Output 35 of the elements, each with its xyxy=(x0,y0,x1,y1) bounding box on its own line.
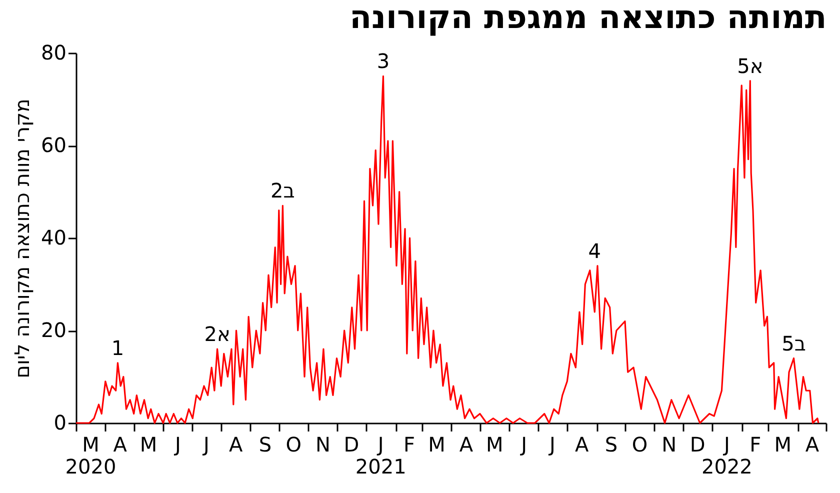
x-tick-label: S xyxy=(258,432,272,456)
annotation: 2א xyxy=(204,322,230,346)
x-tick-label: A xyxy=(575,432,590,456)
x-tick-label: M xyxy=(140,432,158,456)
y-tick-label: 40 xyxy=(41,226,66,250)
annotation: 2ב xyxy=(270,178,295,203)
annotation: 3 xyxy=(376,49,390,74)
annotation: 5ב xyxy=(782,331,806,356)
x-tick-label: S xyxy=(604,432,618,456)
line-series xyxy=(75,75,820,424)
x-tick-label: A xyxy=(228,432,243,456)
y-tick-label: 60 xyxy=(41,133,66,157)
x-tick-label: J xyxy=(173,432,181,456)
x-tick-label: O xyxy=(632,432,648,456)
x-tick-label: M xyxy=(774,432,792,456)
x-tick-label: A xyxy=(459,432,474,456)
annotation: 5א xyxy=(737,54,764,78)
x-tick-label: J xyxy=(201,432,210,456)
x-tick-label: N xyxy=(662,432,677,456)
x-tick-label: A xyxy=(805,432,820,456)
annotation: 1 xyxy=(111,336,124,360)
x-tick-label: F xyxy=(750,432,762,456)
y-tick-label: 20 xyxy=(41,318,66,342)
x-tick-label: O xyxy=(286,432,302,456)
annotation: 4 xyxy=(588,238,602,263)
x-tick-label: N xyxy=(316,432,331,456)
chart-title: תמותה כתוצאה ממגפת הקורונה xyxy=(350,0,827,36)
x-tick-label: M xyxy=(486,432,504,456)
x-tick-label: M xyxy=(428,432,446,456)
y-axis-title: מקרי מוות כתוצאה מקורונה ליום xyxy=(10,98,34,378)
x-tick-label: J xyxy=(519,432,527,456)
x-tick-label: F xyxy=(404,432,416,456)
y-tick-label: 80 xyxy=(41,40,66,64)
y-tick-label: 0 xyxy=(54,410,66,434)
x-tick-label: J xyxy=(548,432,556,456)
